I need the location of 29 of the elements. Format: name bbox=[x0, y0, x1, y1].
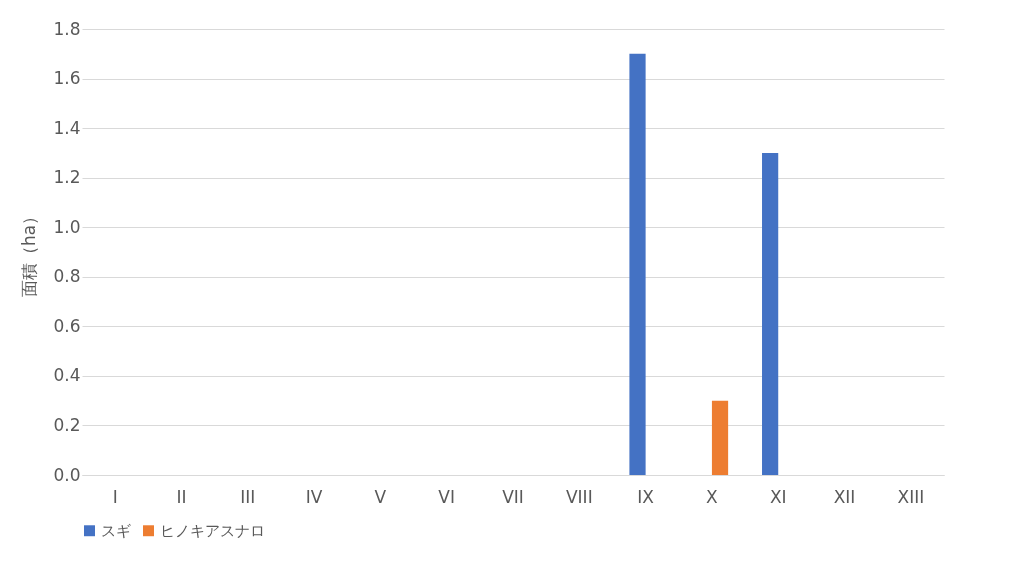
bar bbox=[762, 152, 779, 475]
y-tick-label: 0.0 bbox=[53, 464, 81, 485]
y-tick-label: 1.2 bbox=[53, 167, 81, 188]
y-tick-label: 1.6 bbox=[53, 68, 81, 89]
x-tick-label: III bbox=[240, 486, 256, 507]
y-tick-label: 0.2 bbox=[53, 414, 81, 435]
bar bbox=[711, 400, 729, 475]
y-tick-label: 0.4 bbox=[53, 365, 81, 386]
legend-label: スギ bbox=[101, 521, 131, 540]
y-axis-title: 面積（ha） bbox=[19, 207, 40, 298]
x-tick-label: V bbox=[374, 486, 387, 507]
y-tick-label: 0.6 bbox=[53, 315, 81, 336]
x-tick-label: VIII bbox=[565, 486, 593, 507]
y-tick-label: 1.8 bbox=[53, 18, 81, 39]
y-tick-label: 0.8 bbox=[53, 266, 81, 287]
x-tick-label: XIII bbox=[897, 486, 925, 507]
x-tick-label: IV bbox=[305, 486, 323, 507]
x-tick-label: X bbox=[706, 486, 719, 507]
y-tick-label: 1.0 bbox=[53, 216, 81, 237]
x-tick-label: XI bbox=[769, 486, 787, 507]
x-tick-label: XII bbox=[833, 486, 856, 507]
y-tick-label: 1.4 bbox=[53, 117, 81, 138]
x-tick-label: II bbox=[176, 486, 187, 507]
bar bbox=[629, 53, 646, 475]
x-tick-label: VII bbox=[502, 486, 524, 507]
x-tick-label: I bbox=[112, 486, 118, 507]
legend-label: ヒノキアスナロ bbox=[160, 521, 265, 540]
x-tick-label: IX bbox=[637, 486, 655, 507]
x-tick-label: VI bbox=[438, 486, 456, 507]
